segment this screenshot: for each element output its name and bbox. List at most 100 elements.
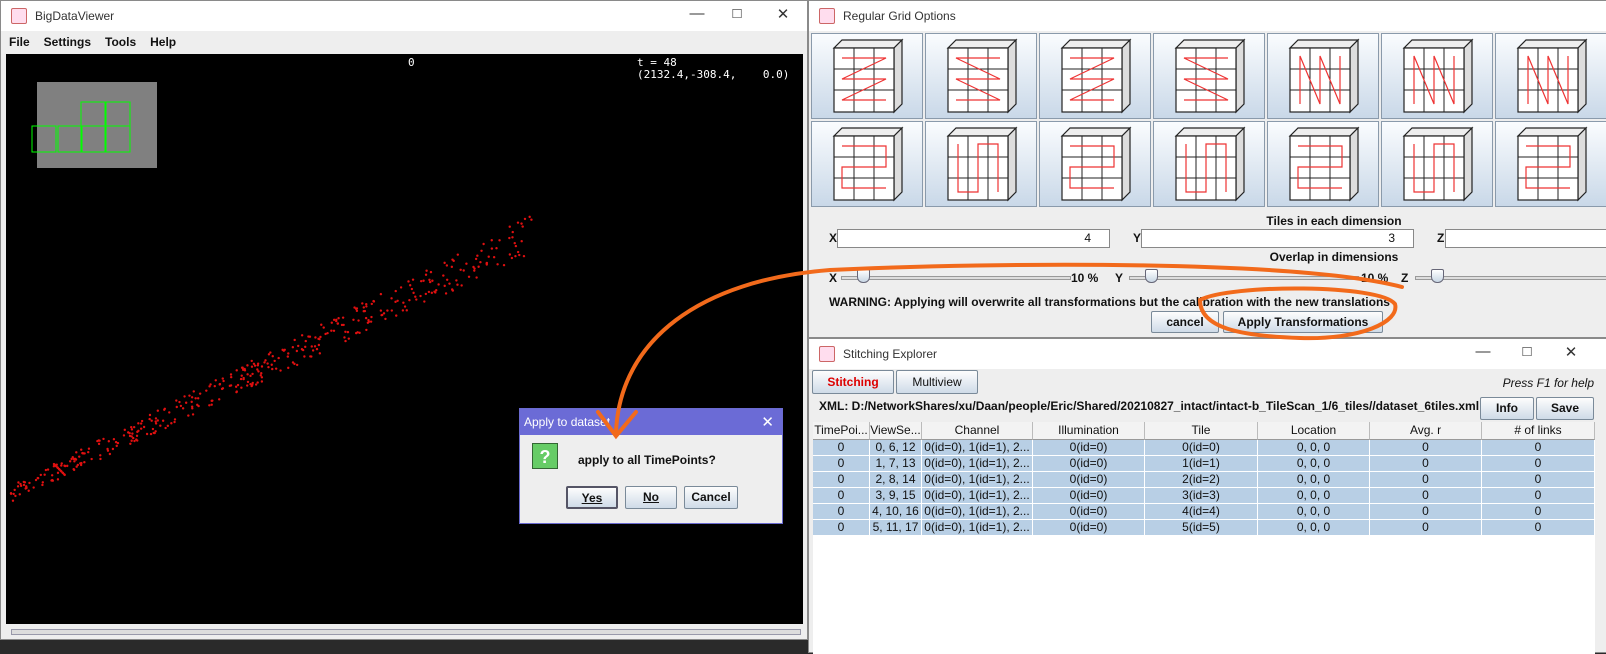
table-cell[interactable]: 4(id=4) [1145, 504, 1258, 520]
minimize[interactable]: — [1475, 343, 1491, 360]
table-cell[interactable]: 0 [1370, 472, 1482, 488]
close[interactable]: ✕ [1564, 344, 1578, 361]
table-cell[interactable]: 0(id=0), 1(id=1), 2... [922, 504, 1033, 520]
table-cell[interactable]: 0(id=0), 1(id=1), 2... [922, 456, 1033, 472]
pattern-button[interactable] [811, 121, 923, 207]
menu-item[interactable]: Tools [105, 35, 137, 49]
column-header[interactable]: Avg. r [1370, 422, 1482, 440]
tiles-y-field[interactable]: 3 [1141, 229, 1414, 248]
table-cell[interactable]: 0 [1370, 440, 1482, 456]
column-header[interactable]: TimePoi... [813, 422, 870, 440]
time-slider[interactable] [11, 629, 801, 635]
close[interactable]: ✕ [776, 6, 790, 23]
table-cell[interactable]: 0(id=0), 1(id=1), 2... [922, 472, 1033, 488]
minimize[interactable]: — [689, 5, 705, 22]
table-cell[interactable]: 0(id=0) [1033, 456, 1145, 472]
table-cell[interactable]: 0(id=0), 1(id=1), 2... [922, 520, 1033, 536]
table-cell[interactable]: 0, 0, 0 [1258, 456, 1370, 472]
overlap-z-slider[interactable] [1415, 276, 1606, 280]
table-cell[interactable]: 0 [1482, 504, 1595, 520]
pattern-button[interactable] [1381, 121, 1493, 207]
slider-thumb[interactable] [857, 269, 870, 283]
apply-button[interactable]: Apply Transformations [1223, 311, 1383, 333]
column-header[interactable]: Channel [922, 422, 1033, 440]
table-cell[interactable]: 3(id=3) [1145, 488, 1258, 504]
maximize[interactable]: □ [732, 5, 742, 22]
slider-thumb[interactable] [1145, 269, 1158, 283]
table-cell[interactable]: 0 [813, 440, 870, 456]
table-cell[interactable]: 0 [1482, 472, 1595, 488]
menu-item[interactable]: File [9, 35, 30, 49]
yes-button[interactable]: Yes [566, 486, 618, 509]
dialog-close[interactable]: ✕ [761, 414, 774, 431]
table-cell[interactable]: 0, 0, 0 [1258, 520, 1370, 536]
table-cell[interactable]: 0, 0, 0 [1258, 504, 1370, 520]
table-cell[interactable]: 3, 9, 15 [870, 488, 922, 504]
table-cell[interactable]: 4, 10, 16 [870, 504, 922, 520]
table-cell[interactable]: 0 [1370, 504, 1482, 520]
table-cell[interactable]: 0 [1482, 520, 1595, 536]
column-header[interactable]: ViewSe... [870, 422, 922, 440]
pattern-button[interactable] [1039, 121, 1151, 207]
overlap-x-slider[interactable] [841, 276, 1071, 280]
column-header[interactable]: Tile [1145, 422, 1258, 440]
table-cell[interactable]: 2, 8, 14 [870, 472, 922, 488]
table-cell[interactable]: 0 [813, 520, 870, 536]
table-cell[interactable]: 1, 7, 13 [870, 456, 922, 472]
tab-stitching[interactable]: Stitching [812, 370, 894, 394]
column-header[interactable]: Illumination [1033, 422, 1145, 440]
pattern-button[interactable] [1039, 33, 1151, 119]
table-cell[interactable]: 5, 11, 17 [870, 520, 922, 536]
slider-thumb[interactable] [1431, 269, 1444, 283]
table-cell[interactable]: 0 [1482, 456, 1595, 472]
pattern-button[interactable] [1153, 33, 1265, 119]
table-cell[interactable]: 0(id=0) [1033, 440, 1145, 456]
table-cell[interactable]: 0(id=0) [1145, 440, 1258, 456]
table-cell[interactable]: 0, 0, 0 [1258, 472, 1370, 488]
table-cell[interactable]: 1(id=1) [1145, 456, 1258, 472]
table-cell[interactable]: 0 [1482, 488, 1595, 504]
table-cell[interactable]: 0, 0, 0 [1258, 440, 1370, 456]
table-cell[interactable]: 0 [1370, 520, 1482, 536]
table-cell[interactable]: 0 [813, 488, 870, 504]
table-cell[interactable]: 5(id=5) [1145, 520, 1258, 536]
cancel-button[interactable]: cancel [1151, 311, 1219, 333]
info-button[interactable]: Info [1480, 397, 1534, 420]
no-button[interactable]: No [625, 486, 677, 509]
table-cell[interactable]: 0(id=0) [1033, 488, 1145, 504]
menu-item[interactable]: Settings [43, 35, 92, 49]
overlap-y-slider[interactable] [1129, 276, 1359, 280]
pattern-button[interactable] [1267, 33, 1379, 119]
column-header[interactable]: # of links [1482, 422, 1595, 440]
cancel-button[interactable]: Cancel [684, 486, 738, 509]
pattern-button[interactable] [1495, 121, 1606, 207]
tiles-x-field[interactable]: 4 [837, 229, 1110, 248]
menu-item[interactable]: Help [150, 35, 177, 49]
tiles-z-field[interactable] [1445, 229, 1606, 248]
pattern-button[interactable] [1495, 33, 1606, 119]
table-cell[interactable]: 0(id=0), 1(id=1), 2... [922, 440, 1033, 456]
table-cell[interactable]: 0, 0, 0 [1258, 488, 1370, 504]
maximize[interactable]: □ [1522, 343, 1532, 360]
column-header[interactable]: Location [1258, 422, 1370, 440]
tab-multiview[interactable]: Multiview [896, 370, 978, 394]
pattern-button[interactable] [925, 33, 1037, 119]
table-cell[interactable]: 0(id=0), 1(id=1), 2... [922, 488, 1033, 504]
pattern-button[interactable] [925, 121, 1037, 207]
table-cell[interactable]: 0 [813, 472, 870, 488]
table-cell[interactable]: 0(id=0) [1033, 504, 1145, 520]
save-button[interactable]: Save [1536, 397, 1594, 420]
table-cell[interactable]: 0(id=0) [1033, 472, 1145, 488]
table-cell[interactable]: 0(id=0) [1033, 520, 1145, 536]
table-cell[interactable]: 0 [813, 456, 870, 472]
pattern-button[interactable] [1381, 33, 1493, 119]
table-cell[interactable]: 0 [813, 504, 870, 520]
pattern-button[interactable] [811, 33, 923, 119]
table-cell[interactable]: 0 [1370, 488, 1482, 504]
table-cell[interactable]: 0 [1370, 456, 1482, 472]
table-cell[interactable]: 2(id=2) [1145, 472, 1258, 488]
pattern-button[interactable] [1267, 121, 1379, 207]
table-cell[interactable]: 0 [1482, 440, 1595, 456]
pattern-button[interactable] [1153, 121, 1265, 207]
table-cell[interactable]: 0, 6, 12 [870, 440, 922, 456]
